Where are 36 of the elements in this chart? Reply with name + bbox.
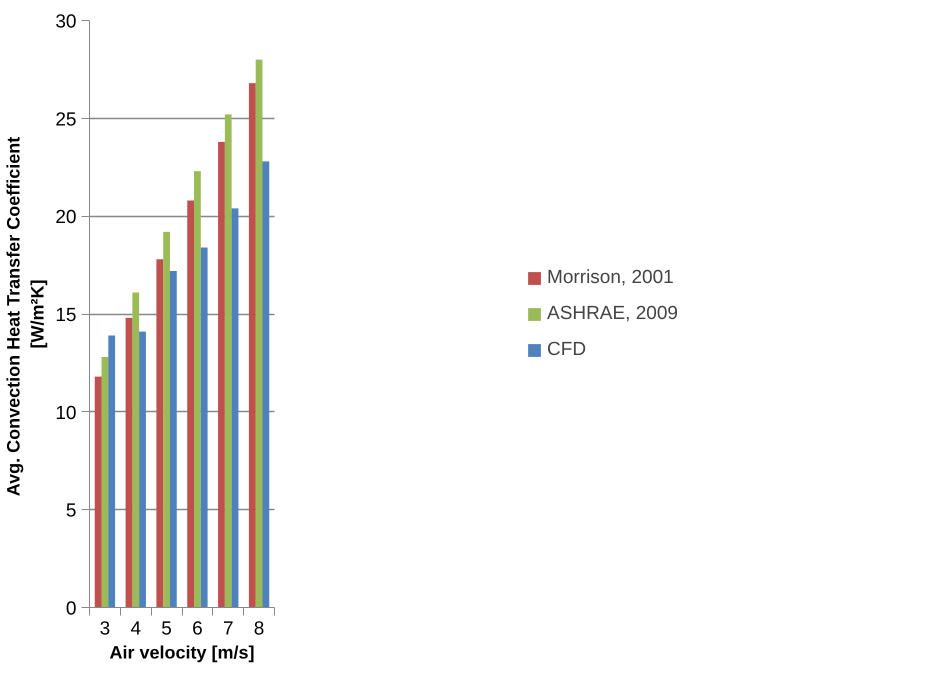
bar: [194, 171, 201, 608]
bar: [256, 60, 262, 608]
bar: [102, 357, 108, 608]
y-tick-label: 25: [55, 109, 77, 130]
bar: [187, 200, 194, 608]
bar: [156, 259, 164, 608]
y-tick-label: 0: [66, 598, 77, 620]
legend-label: CFD: [547, 338, 586, 360]
bar: [139, 332, 146, 608]
bar: [132, 292, 140, 608]
y-tick-label: 15: [55, 305, 77, 326]
y-axis-title: Avg. Convection Heat Transfer Coefficient [W/m²K]: [3, 136, 48, 496]
x-tick-label: 8: [254, 618, 264, 640]
x-tick-label: 4: [130, 618, 142, 640]
bar: [126, 318, 132, 608]
y-tick-label: 5: [66, 500, 77, 522]
x-tick-label: 3: [100, 618, 110, 640]
bar: [200, 247, 208, 608]
bar: [262, 161, 270, 608]
bar: [224, 114, 232, 608]
bar: [218, 142, 225, 608]
x-tick-label: 6: [192, 618, 203, 640]
legend-label: Morrison, 2001: [547, 266, 674, 288]
bar: [108, 336, 116, 608]
y-tick-label: 20: [55, 207, 77, 228]
bar: [94, 376, 102, 608]
y-tick-label: 10: [55, 402, 77, 424]
bar: [232, 208, 238, 608]
x-tick-label: 5: [161, 618, 172, 640]
x-axis-title: Air velocity [m/s]: [109, 642, 255, 662]
y-tick-label: 30: [55, 12, 77, 32]
bar: [163, 232, 170, 608]
bar: [170, 270, 177, 608]
bar: [248, 83, 256, 608]
legend-label: ASHRAE, 2009: [547, 302, 678, 324]
x-tick-label: 7: [222, 618, 234, 640]
